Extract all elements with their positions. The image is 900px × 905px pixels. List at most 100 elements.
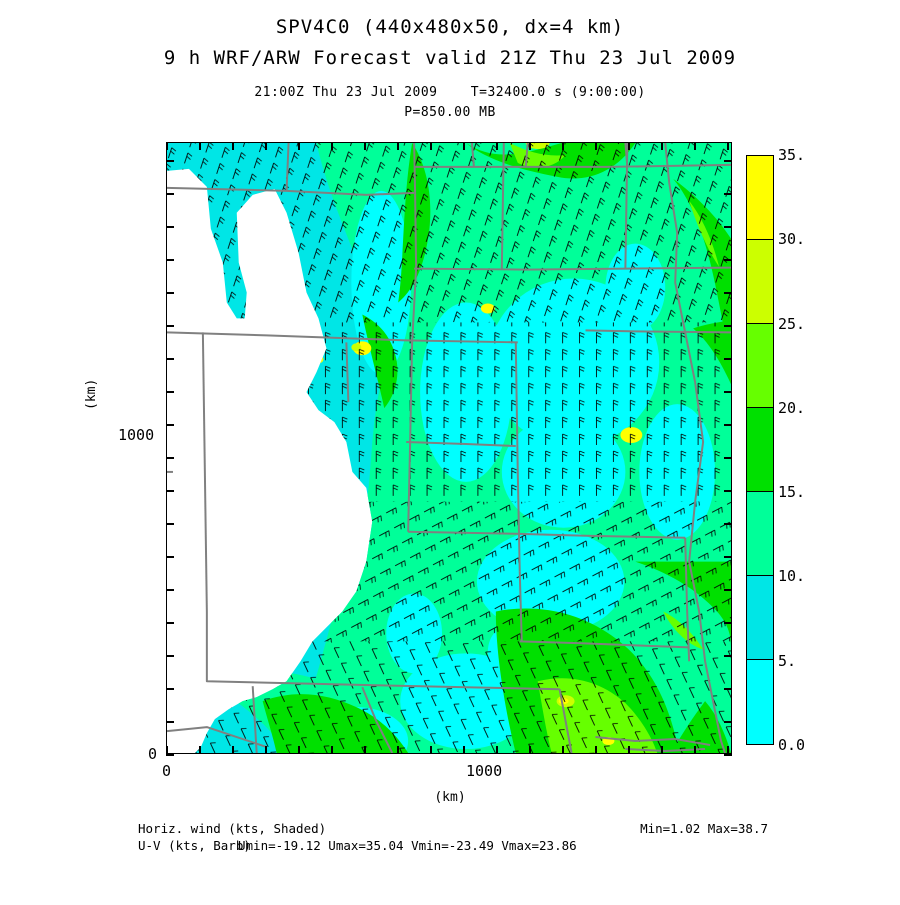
colorbar-band: [747, 324, 773, 408]
y-tick-label-0: 0: [148, 745, 158, 763]
title-block: SPV4C0 (440x480x50, dx=4 km) 9 h WRF/ARW…: [0, 0, 900, 120]
axis-tick: [166, 142, 168, 150]
x-axis-units-label: (km): [434, 790, 466, 805]
axis-tick: [724, 226, 732, 228]
axis-tick: [724, 754, 732, 756]
pressure-level-subtitle: P=850.00 MB: [404, 105, 496, 120]
axis-tick: [265, 746, 267, 754]
page-title: SPV4C0 (440x480x50, dx=4 km): [275, 16, 625, 38]
axis-tick: [166, 259, 174, 261]
axis-tick: [724, 556, 732, 558]
axis-tick: [166, 457, 174, 459]
shaded-field-label: Horiz. wind (kts, Shaded): [138, 821, 327, 836]
axis-tick: [166, 325, 174, 327]
axis-tick: [331, 746, 333, 754]
footer-row-barb: U-V (kts, Barb) Umin=-19.12 Umax=35.04 V…: [138, 837, 768, 854]
axis-tick: [463, 142, 465, 150]
axis-tick: [724, 325, 732, 327]
axis-tick: [166, 160, 174, 162]
footer-annotations: Horiz. wind (kts, Shaded) Min=1.02 Max=3…: [138, 820, 768, 854]
map-plot-area: [166, 142, 732, 754]
shaded-field-stats: Min=1.02 Max=38.7: [640, 821, 768, 836]
axis-tick: [529, 142, 531, 150]
axis-tick: [724, 193, 732, 195]
axis-tick: [166, 226, 174, 228]
axis-tick: [628, 142, 630, 150]
axis-tick: [496, 746, 498, 754]
axis-tick: [724, 292, 732, 294]
axis-tick: [694, 142, 696, 150]
colorbar-band: [747, 660, 773, 744]
axis-tick: [724, 589, 732, 591]
axis-tick: [496, 142, 498, 150]
axis-tick: [298, 142, 300, 150]
axis-tick: [724, 655, 732, 657]
axis-tick: [724, 688, 732, 690]
axis-tick: [661, 746, 663, 754]
x-tick-label-0: 0: [162, 762, 172, 780]
axis-tick: [166, 523, 174, 525]
colorbar-tick-label: 0.0: [778, 736, 806, 754]
axis-tick: [724, 457, 732, 459]
y-axis-units-label: (km): [84, 378, 99, 410]
axis-tick: [397, 746, 399, 754]
colorbar-tick-label: 5.: [778, 651, 797, 670]
axis-tick: [724, 391, 732, 393]
axis-tick: [595, 746, 597, 754]
axis-tick: [166, 193, 174, 195]
axis-tick: [724, 160, 732, 162]
axis-tick: [595, 142, 597, 150]
footer-row-shaded: Horiz. wind (kts, Shaded) Min=1.02 Max=3…: [138, 820, 768, 837]
colorbar-tick-label: 15.: [778, 483, 806, 502]
axis-tick: [166, 688, 174, 690]
valid-time-subtitle: 21:00Z Thu 23 Jul 2009 T=32400.0 s (9:00…: [254, 85, 646, 100]
axis-tick: [724, 523, 732, 525]
axis-tick: [166, 655, 174, 657]
axis-tick: [463, 746, 465, 754]
axis-tick: [298, 746, 300, 754]
axis-tick: [166, 292, 174, 294]
axis-tick: [727, 746, 729, 754]
axis-tick: [562, 746, 564, 754]
axis-tick: [430, 746, 432, 754]
barb-field-stats: Umin=-19.12 Umax=35.04 Vmin=-23.49 Vmax=…: [238, 838, 577, 853]
axis-tick: [724, 490, 732, 492]
axis-tick: [529, 746, 531, 754]
axis-tick: [364, 746, 366, 754]
axis-tick: [397, 142, 399, 150]
state-boundaries: [167, 143, 731, 753]
axis-tick: [166, 490, 174, 492]
colorbar-tick-label: 35.: [778, 146, 806, 164]
axis-tick: [166, 358, 174, 360]
axis-tick: [661, 142, 663, 150]
axis-tick: [166, 556, 174, 558]
colorbar-tick-label: 25.: [778, 314, 806, 333]
colorbar-band: [747, 408, 773, 492]
axis-tick: [199, 746, 201, 754]
axis-tick: [724, 259, 732, 261]
axis-tick: [694, 746, 696, 754]
axis-tick: [724, 622, 732, 624]
y-tick-label-1000: 1000: [118, 426, 155, 444]
axis-tick: [199, 142, 201, 150]
axis-tick: [628, 746, 630, 754]
axis-tick: [430, 142, 432, 150]
axis-tick: [727, 142, 729, 150]
colorbar-band: [747, 576, 773, 660]
axis-tick: [166, 721, 174, 723]
colorbar-tick-label: 20.: [778, 398, 806, 417]
axis-tick: [724, 358, 732, 360]
axis-tick: [166, 754, 174, 756]
wind-field-canvas: [167, 143, 731, 753]
axis-tick: [724, 424, 732, 426]
barb-field-label: U-V (kts, Barb): [138, 838, 251, 853]
axis-tick: [232, 746, 234, 754]
axis-tick: [232, 142, 234, 150]
x-tick-label-1000: 1000: [466, 762, 503, 780]
colorbar-tick-label: 10.: [778, 567, 806, 586]
axis-tick: [331, 142, 333, 150]
axis-tick: [724, 721, 732, 723]
colorbar: [746, 155, 774, 745]
axis-tick: [265, 142, 267, 150]
